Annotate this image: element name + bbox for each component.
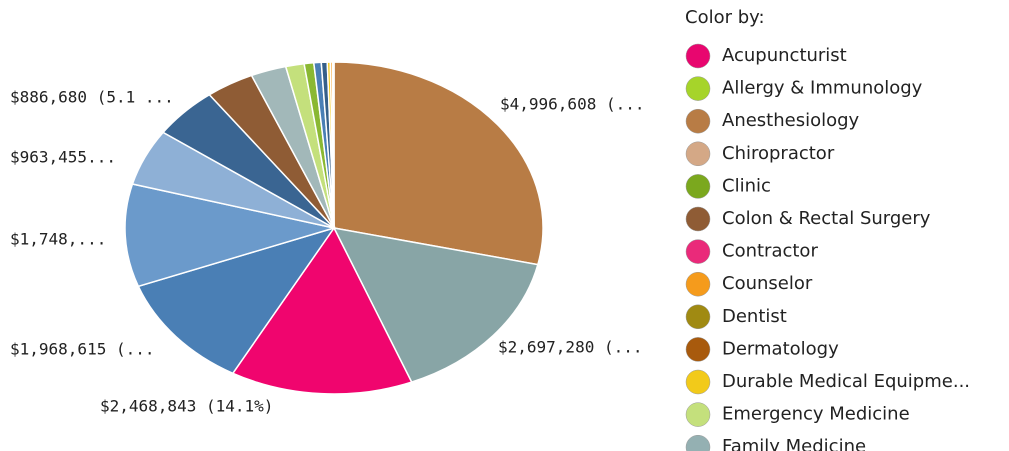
data-label: $1,748,... [10,230,106,249]
legend-swatch [685,108,711,134]
legend-label: Colon & Rectal Surgery [722,208,931,229]
legend-swatch [685,271,711,297]
pie-slice [331,61,335,229]
pie-slice [137,226,336,375]
legend-label: Family Medicine [722,436,866,451]
data-label: $1,968,615 (... [10,340,155,359]
data-label: $4,996,608 (... [500,95,645,114]
legend-label: Dermatology [722,338,839,359]
data-label: $2,697,280 (... [498,338,643,357]
pie-slice [124,183,335,288]
legend-swatch [685,206,711,232]
pie-slice [332,226,539,384]
legend-label: Anesthesiology [722,110,860,131]
legend-label: Emergency Medicine [722,404,910,425]
legend-label: Chiropractor [722,143,835,164]
legend-label: Clinic [722,175,771,196]
legend-swatch [685,174,711,199]
data-label: $2,468,843 (14.1%) [100,397,273,416]
legend-swatch [685,337,711,362]
legend-label: Counselor [722,273,813,294]
legend-label: Acupuncturist [722,45,847,66]
legend-label: Dentist [722,306,787,327]
legend-swatch [685,141,711,167]
pie-slice [333,61,544,266]
pie-slice [231,226,413,395]
legend-swatch [685,239,711,264]
legend-label: Contractor [722,241,818,262]
legend-swatch [685,369,711,395]
data-label: $963,455... [10,148,116,167]
legend-title: Color by: [685,7,765,28]
legend-swatch [685,402,711,427]
data-label: $886,680 (5.1 ... [10,88,174,107]
legend-label: Allergy & Immunology [722,78,923,99]
legend-swatch [685,434,711,451]
legend-label: Durable Medical Equipme... [722,371,970,392]
legend-swatch [685,43,711,69]
legend-swatch [685,304,711,330]
legend-swatch [685,76,711,101]
